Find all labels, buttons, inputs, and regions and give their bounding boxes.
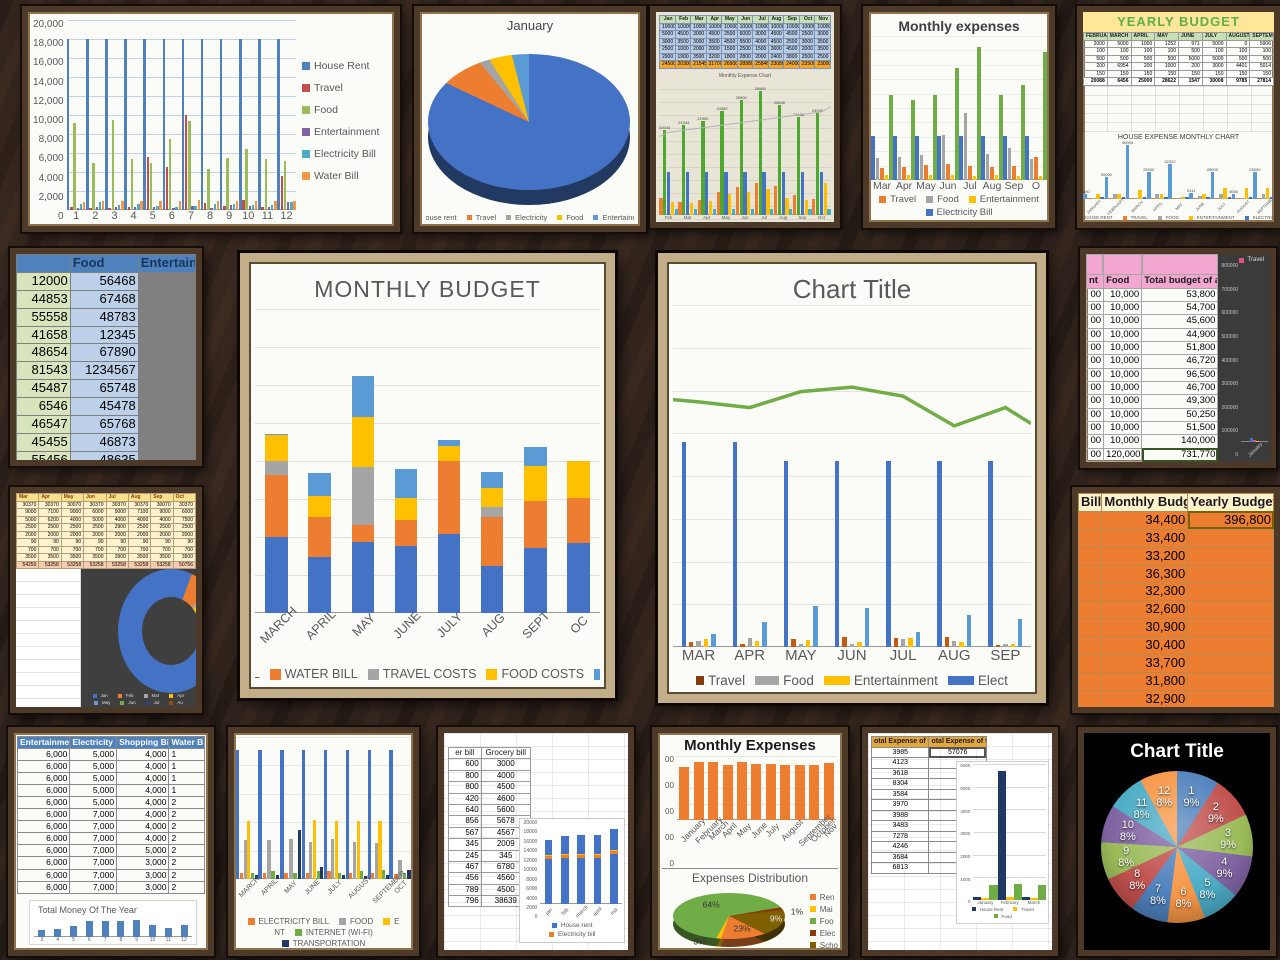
january-pie-chart: House rentTravelElectricityFoodEntertain…	[426, 35, 634, 224]
framed-food-entertainment-table: FoodEntertainm12000564684485367468555584…	[8, 246, 204, 468]
sheet-empty-rows	[1083, 85, 1274, 132]
grocery-bill-table: er bill Grocery bill 600 3000 800 4000 800 4500…	[448, 746, 531, 908]
framed-yearly-budget-sheet: YEARLY BUDGET FEBRUARYMARCHAPRILMAYJUNEJ…	[1075, 4, 1280, 230]
monthly-expenses-bar-chart: Mar Apr May Jun Jul Aug Sep O Travel Food Entertai…	[871, 36, 1047, 220]
january-pie-title: January	[506, 18, 554, 33]
house-expense-monthly-chart: 5000 20000 50000 25000 32322 5111 25000 5000 250…	[1083, 140, 1274, 223]
house-expense-grouped-bar-chart: 20,000 18,000 16,000 14,000 12,000 10,000 8,00…	[33, 19, 380, 223]
utilities-grouped-bar-chart: MARCH APRIL MAY JUNE JULY AUGUST SEPTEMBER OCT E…	[234, 733, 413, 950]
house-rent-stacked-chart: 20000 18000 16000 14000 12000 10000 8000 6000 40…	[522, 820, 622, 941]
framed-chart-title-combo-chart: Chart Title MAR APR MAY JUN JUL AUG SEP Travel F…	[655, 250, 1049, 706]
framed-monthly-expenses-with-pie: Monthly Expenses 00 00 00 00 0 January Februar…	[650, 725, 850, 958]
expense-sheet-table: Jan Feb Mar Apr May Jun Jul Aug Sep Oct Nov 10000 10…	[659, 15, 831, 69]
framed-monthly-expenses-chart: Monthly expenses Mar Apr May Jun Jul Aug Sep O T…	[861, 4, 1057, 230]
framed-utilities-bar-chart: MARCH APRIL MAY JUNE JULY AUGUST SEPTEMBER OCT E…	[226, 725, 421, 958]
monthly-expense-bar-chart: 20044 21044 21950 24380 26900 28980 25846 23088…	[659, 78, 831, 220]
expenses-distribution-title: Expenses Distribution	[691, 871, 809, 885]
bills-table: EntertainmentElectricityShopping BillWat…	[16, 735, 205, 894]
expenses-distribution-pie: 64% 1% 9% 23% 3% Ren Mai Foo Elec Scho	[662, 885, 838, 950]
monthly-expenses-title: Monthly Expenses	[684, 737, 816, 754]
empty-sheet-cells	[16, 569, 81, 707]
framed-sheet-with-donut-chart: Mar Apr May Jun Jul Aug Sep Oct 30370 30370 30070 3…	[8, 485, 204, 715]
yearly-budget-table: FEBRUARYMARCHAPRILMAYJUNEJULYAUGUSTSEPTE…	[1083, 32, 1274, 86]
bar-line-combo-chart: MAR APR MAY JUN JUL AUG SEP Travel Food Entertain…	[673, 305, 1031, 690]
monthly-expense-chart-title: Monthly Expense Chart	[719, 72, 771, 79]
food-entertainment-table: FoodEntertainm12000564684485367468555584…	[16, 254, 196, 460]
framed-january-pie-chart: January House rentTravelElectricityFoodE…	[412, 4, 648, 234]
months-donut-chart: Jan Feb Mar Apr May Jun Jul Au	[80, 569, 196, 707]
chart-title-heading: Chart Title	[1130, 741, 1224, 762]
framed-grocery-sheet-with-chart: er bill Grocery bill 600 3000 800 4000 800 4500…	[436, 725, 636, 958]
framed-twelve-slice-pie: Chart Title 1 9% 2 9% 3 9% 4 9% 5 8% 6 8% 7 8% 8 8% 9 8% 1…	[1076, 725, 1278, 958]
chart-title-heading: Chart Title	[792, 274, 912, 304]
monthly-budget-stacked-bar-chart: MARCHAPRILMAYJUNEJULYAUGSEPTOCLLWATER BI…	[255, 309, 600, 683]
total-money-of-the-year-title: Total Money Of The Year	[38, 904, 137, 915]
framed-monthly-expense-sheet-chart: Jan Feb Mar Apr May Jun Jul Aug Sep Oct Nov 10000 10…	[648, 4, 842, 230]
monthly-budget-title: MONTHLY BUDGET	[314, 276, 541, 302]
monthly-expenses-title: Monthly expenses	[898, 18, 1020, 34]
twelve-slice-pie-chart: 1 9% 2 9% 3 9% 4 9% 5 8% 6 8% 7 8% 8 8% 9 8% 10 8% 11 8% 12 8%	[1101, 771, 1253, 923]
expense-mini-bar-chart: 6000 5000 4000 3000 2000 1000 0 January February…	[959, 764, 1046, 921]
travel-dark-chart: Travel 800000 700000 600000 500000 400000 3000…	[1220, 256, 1268, 458]
pink-merged-cells	[1086, 254, 1219, 275]
monthly-expenses-bar-chart: 00 00 00 00 0 January February March April May Jun…	[665, 755, 839, 868]
yearly-budget-banner: YEARLY BUDGET	[1083, 12, 1274, 32]
framed-house-expense-bar-chart: 20,000 18,000 16,000 14,000 12,000 10,000 8,00…	[20, 4, 402, 234]
framed-total-expense-sheet-chart: otal Expense of the Monthotal Expense of…	[860, 725, 1060, 958]
framed-bills-table-with-total-chart: EntertainmentElectricityShopping BillWat…	[6, 725, 216, 958]
monthly-sheet-table: Mar Apr May Jun Jul Aug Sep Oct 30370 30370 30070 3…	[16, 493, 196, 569]
house-expense-monthly-chart-title: HOUSE EXPENSE MONTHLY CHART	[1117, 133, 1240, 141]
total-money-bar-chart: 3 4 5 6 7 8 9 10 11 12	[34, 918, 192, 943]
framed-monthly-budget-stacked-chart: MONTHLY BUDGET MARCH APRIL MAY JUNE JULY AUG S…	[237, 250, 618, 701]
